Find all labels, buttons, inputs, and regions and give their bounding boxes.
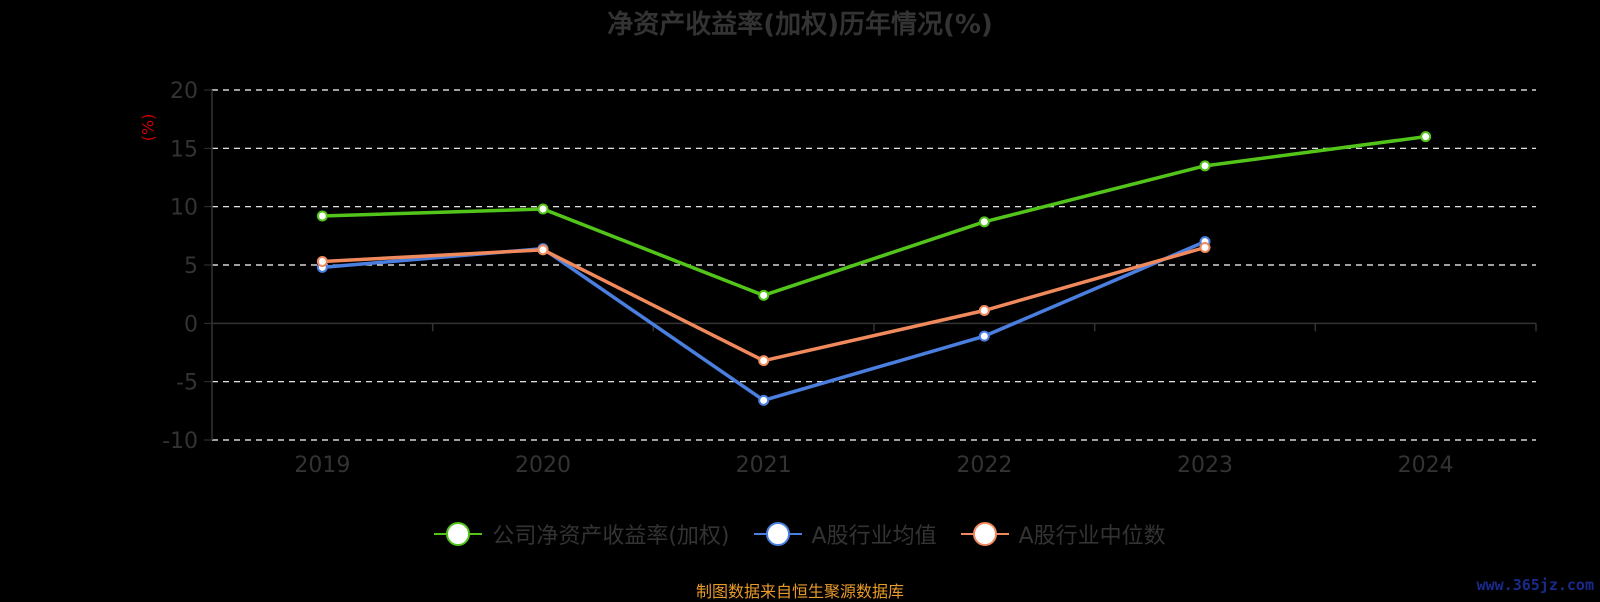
x-tick-label: 2019	[294, 453, 350, 478]
data-point	[758, 289, 770, 301]
data-point	[316, 256, 328, 267]
data-point	[978, 305, 990, 316]
watermark: www.365jz.com	[1476, 576, 1594, 594]
legend-label: A股行业均值	[811, 524, 937, 549]
legend-swatch-icon	[960, 522, 1009, 546]
y-tick-label: -5	[176, 371, 198, 396]
line-chart: 20 15 10 5 0 -5 -10 2019 2020 2021 2022 2023 2024	[162, 79, 1537, 478]
data-point	[978, 216, 990, 228]
data-point	[978, 330, 990, 342]
legend-label: A股行业中位数	[1018, 524, 1166, 549]
data-point	[1199, 160, 1211, 172]
data-point	[316, 210, 328, 222]
x-tick-label: 2022	[956, 453, 1012, 478]
source-note: 制图数据来自恒生聚源数据库	[695, 582, 904, 601]
x-tick-label: 2021	[736, 453, 792, 478]
y-tick-label: 0	[184, 312, 198, 337]
y-tick-label: 20	[170, 79, 198, 104]
legend: 公司净资产收益率(加权) A股行业均值 A股行业中位数	[0, 518, 1600, 550]
data-point	[758, 394, 770, 406]
data-point	[1420, 131, 1432, 143]
legend-item-industry-mean[interactable]: A股行业均值	[753, 518, 937, 550]
legend-swatch-icon	[753, 522, 802, 546]
data-point	[1199, 242, 1211, 253]
legend-item-industry-median[interactable]: A股行业中位数	[960, 518, 1166, 550]
y-tick-label: 15	[170, 137, 198, 162]
legend-label: 公司净资产收益率(加权)	[492, 524, 730, 549]
x-tick-label: 2020	[515, 453, 571, 478]
y-tick-label: 10	[170, 196, 198, 221]
legend-item-company[interactable]: 公司净资产收益率(加权)	[434, 518, 730, 550]
legend-swatch-icon	[434, 522, 483, 546]
data-point	[758, 355, 770, 367]
x-tick-label: 2023	[1177, 453, 1233, 478]
y-tick-label: -10	[162, 429, 198, 454]
x-tick-label: 2024	[1398, 453, 1454, 478]
data-point	[537, 203, 549, 215]
chart-title: 净资产收益率(加权)历年情况(%)	[607, 10, 993, 40]
y-tick-label: 5	[184, 254, 198, 279]
data-point	[537, 244, 549, 256]
series-line-0	[322, 134, 1426, 298]
